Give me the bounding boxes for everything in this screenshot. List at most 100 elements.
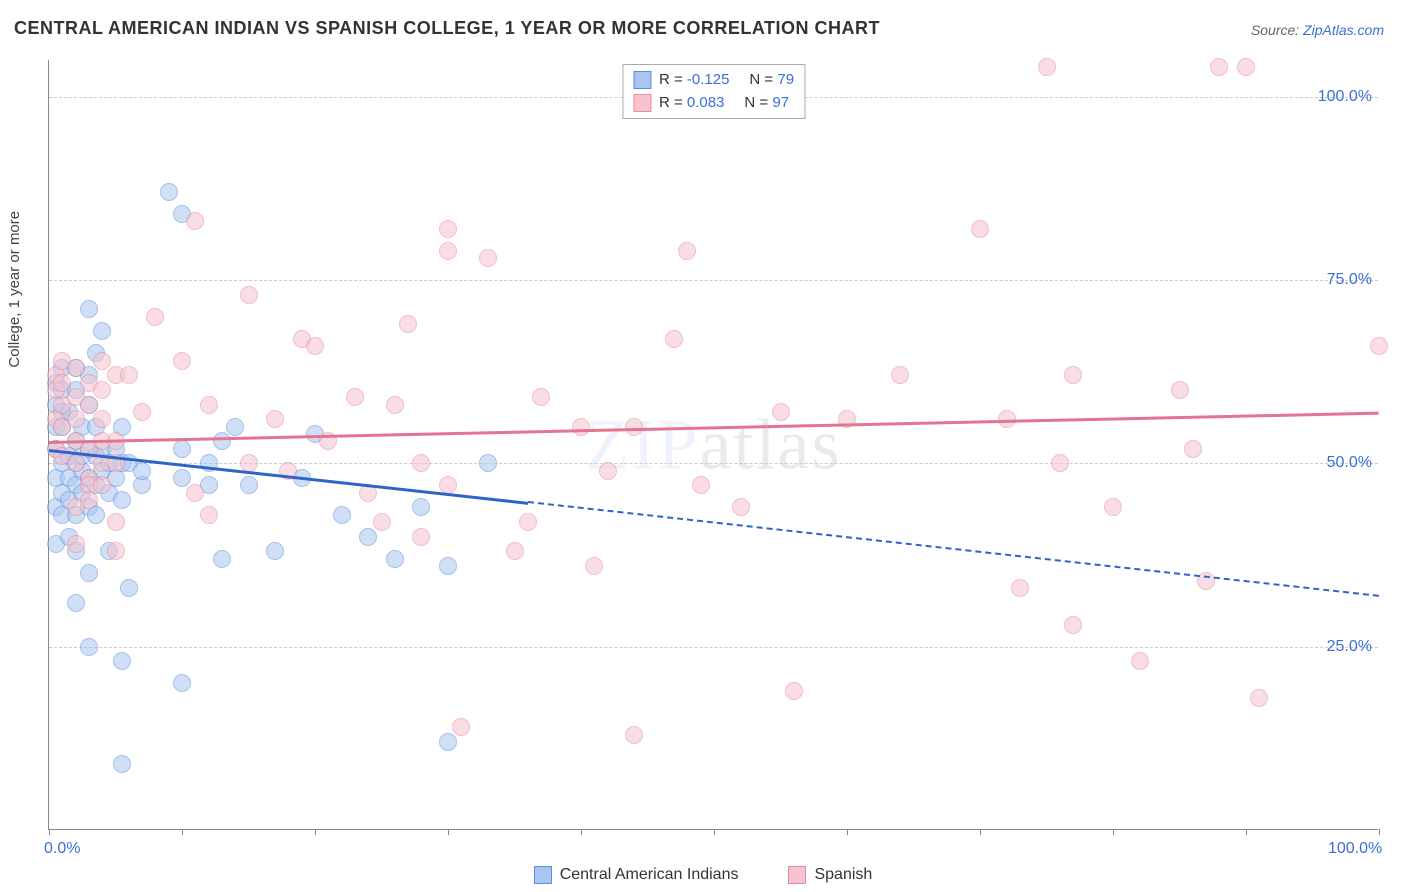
data-point <box>93 410 111 428</box>
y-tick-label: 75.0% <box>1327 271 1372 289</box>
y-tick-label: 50.0% <box>1327 454 1372 472</box>
data-point <box>133 462 151 480</box>
data-point <box>506 542 524 560</box>
n-label: N = 79 <box>749 69 794 92</box>
data-point <box>266 542 284 560</box>
legend-stats-row: R = -0.125N = 79 <box>633 69 794 92</box>
source-attribution: Source: ZipAtlas.com <box>1251 22 1384 38</box>
data-point <box>93 322 111 340</box>
chart-title: CENTRAL AMERICAN INDIAN VS SPANISH COLLE… <box>14 18 880 39</box>
data-point <box>186 212 204 230</box>
data-point <box>53 374 71 392</box>
data-point <box>1171 381 1189 399</box>
data-point <box>146 308 164 326</box>
data-point <box>80 491 98 509</box>
y-tick-label: 25.0% <box>1327 638 1372 656</box>
data-point <box>439 557 457 575</box>
data-point <box>1051 454 1069 472</box>
data-point <box>133 403 151 421</box>
data-point <box>93 476 111 494</box>
data-point <box>173 674 191 692</box>
data-point <box>67 410 85 428</box>
gridline <box>49 647 1378 648</box>
data-point <box>785 682 803 700</box>
data-point <box>113 755 131 773</box>
x-tick-mark <box>847 829 848 835</box>
data-point <box>1131 652 1149 670</box>
x-tick-mark <box>448 829 449 835</box>
watermark: ZIPatlas <box>586 403 842 486</box>
data-point <box>160 183 178 201</box>
x-tick-mark <box>315 829 316 835</box>
data-point <box>93 381 111 399</box>
data-point <box>113 491 131 509</box>
data-point <box>186 484 204 502</box>
data-point <box>240 476 258 494</box>
data-point <box>333 506 351 524</box>
data-point <box>692 476 710 494</box>
data-point <box>1064 616 1082 634</box>
data-point <box>1038 58 1056 76</box>
data-point <box>306 337 324 355</box>
data-point <box>80 300 98 318</box>
data-point <box>1250 689 1268 707</box>
gridline <box>49 280 1378 281</box>
data-point <box>1011 579 1029 597</box>
data-point <box>439 242 457 260</box>
source-prefix: Source: <box>1251 22 1303 38</box>
data-point <box>412 498 430 516</box>
x-tick-mark <box>1113 829 1114 835</box>
data-point <box>625 726 643 744</box>
data-point <box>226 418 244 436</box>
y-tick-label: 100.0% <box>1318 88 1372 106</box>
x-tick-label: 100.0% <box>1328 840 1382 858</box>
data-point <box>240 286 258 304</box>
legend-swatch <box>788 866 806 884</box>
data-point <box>67 454 85 472</box>
data-point <box>625 418 643 436</box>
data-point <box>67 535 85 553</box>
legend-swatch <box>534 866 552 884</box>
legend-bottom: Central American Indians Spanish <box>0 866 1406 884</box>
data-point <box>399 315 417 333</box>
data-point <box>412 528 430 546</box>
data-point <box>599 462 617 480</box>
data-point <box>93 352 111 370</box>
data-point <box>585 557 603 575</box>
data-point <box>1184 440 1202 458</box>
data-point <box>266 410 284 428</box>
x-tick-mark <box>182 829 183 835</box>
data-point <box>107 542 125 560</box>
data-point <box>113 652 131 670</box>
data-point <box>386 550 404 568</box>
x-tick-mark <box>714 829 715 835</box>
legend-item: Central American Indians <box>534 866 739 884</box>
data-point <box>213 432 231 450</box>
data-point <box>373 513 391 531</box>
y-axis-label: College, 1 year or more <box>6 211 23 368</box>
source-link[interactable]: ZipAtlas.com <box>1303 22 1384 38</box>
x-tick-mark <box>1246 829 1247 835</box>
data-point <box>891 366 909 384</box>
data-point <box>772 403 790 421</box>
watermark-b: atlas <box>700 404 842 484</box>
data-point <box>107 513 125 531</box>
data-point <box>439 220 457 238</box>
x-tick-mark <box>581 829 582 835</box>
plot-area: ZIPatlas R = -0.125N = 79R = 0.083N = 97… <box>48 60 1378 830</box>
data-point <box>439 733 457 751</box>
data-point <box>1104 498 1122 516</box>
data-point <box>200 506 218 524</box>
data-point <box>572 418 590 436</box>
data-point <box>1210 58 1228 76</box>
data-point <box>1237 58 1255 76</box>
data-point <box>386 396 404 414</box>
x-tick-mark <box>49 829 50 835</box>
data-point <box>213 550 231 568</box>
data-point <box>452 718 470 736</box>
data-point <box>1370 337 1388 355</box>
legend-swatch <box>633 94 651 112</box>
legend-item: Spanish <box>788 866 872 884</box>
data-point <box>80 396 98 414</box>
legend-stats: R = -0.125N = 79R = 0.083N = 97 <box>622 64 805 119</box>
